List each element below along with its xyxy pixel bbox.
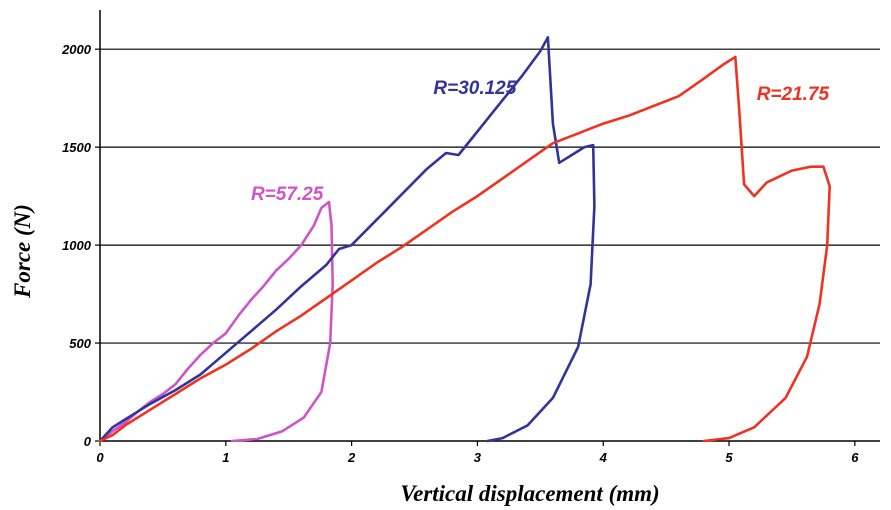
- x-tick-label: 1: [222, 450, 229, 465]
- y-tick-label: 1500: [62, 140, 92, 155]
- y-axis-title: Force (N): [10, 204, 35, 299]
- y-tick-label: 1000: [62, 238, 92, 253]
- x-tick-label: 5: [725, 450, 733, 465]
- series-labels: R=57.25 R=30.125 R=21.75: [251, 78, 830, 205]
- gridlines: [100, 48, 880, 344]
- x-tick-label: 4: [599, 450, 608, 465]
- y-tick-label: 2000: [61, 42, 92, 57]
- x-tick-label: 6: [851, 450, 859, 465]
- x-tick-label: 2: [347, 450, 356, 465]
- x-tick-label: 3: [474, 450, 482, 465]
- series-label: R=30.125: [433, 78, 516, 99]
- y-tick-label: 0: [84, 434, 92, 449]
- axes: [99, 10, 880, 442]
- series-line-r-21-75: [98, 55, 831, 443]
- series-label: R=57.25: [251, 184, 324, 205]
- y-tick-label: 500: [69, 336, 91, 351]
- y-ticks: 0 500 1000 1500 2000: [61, 42, 100, 449]
- series-line-r-57-25: [98, 200, 334, 443]
- x-tick-label: 0: [96, 450, 104, 465]
- series-lines: [98, 36, 831, 443]
- x-ticks: 0 1 2 3 4 5 6: [96, 441, 859, 465]
- series-label: R=21.75: [757, 84, 830, 105]
- x-axis-title: Vertical displacement (mm): [400, 481, 659, 506]
- series-line-r-30-125: [98, 36, 596, 443]
